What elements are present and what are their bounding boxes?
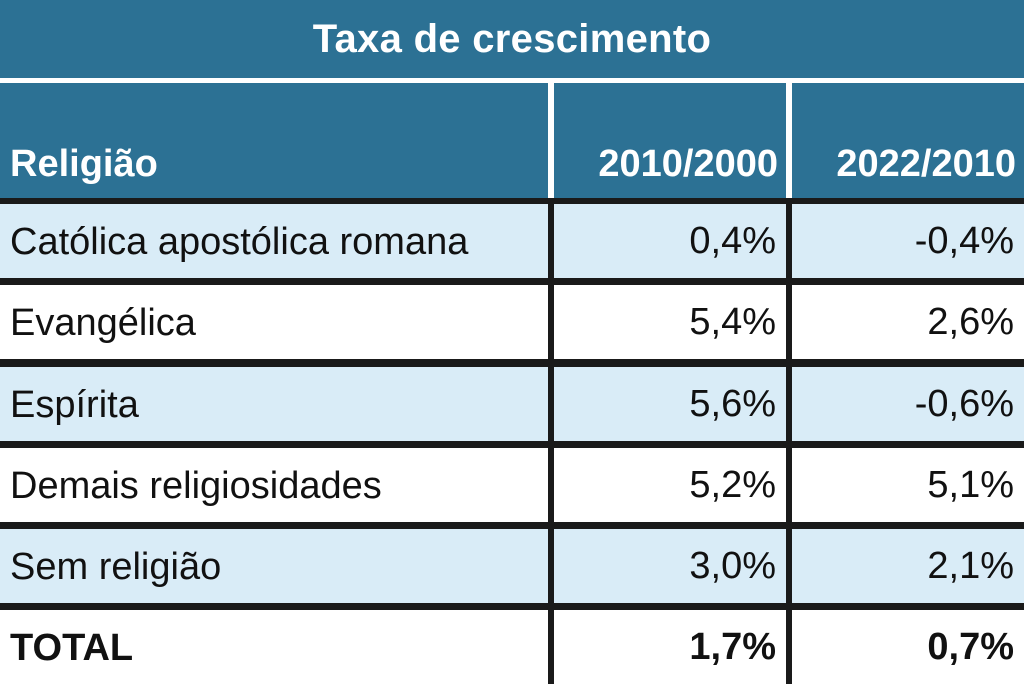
row-value: 5,4% (554, 285, 786, 359)
row-label: Espírita (0, 367, 548, 441)
header-separator (548, 83, 554, 198)
row-value: 3,0% (554, 529, 786, 603)
row-label: Católica apostólica romana (0, 204, 548, 278)
row-value: 2,1% (792, 529, 1024, 603)
total-value: 0,7% (792, 610, 1024, 684)
row-label: Evangélica (0, 285, 548, 359)
table-title: Taxa de crescimento (0, 0, 1024, 78)
row-value: 2,6% (792, 285, 1024, 359)
column-header-2010-2000: 2010/2000 (554, 83, 786, 198)
total-value: 1,7% (554, 610, 786, 684)
column-header-religion: Religião (0, 83, 548, 198)
header-separator (786, 83, 792, 198)
column-header-2022-2010: 2022/2010 (792, 83, 1024, 198)
row-value: 0,4% (554, 204, 786, 278)
title-separator (0, 78, 1024, 83)
row-value: -0,6% (792, 367, 1024, 441)
row-value: -0,4% (792, 204, 1024, 278)
row-value: 5,1% (792, 448, 1024, 522)
row-label: Demais religiosidades (0, 448, 548, 522)
total-label: TOTAL (0, 610, 548, 684)
row-value: 5,6% (554, 367, 786, 441)
row-label: Sem religião (0, 529, 548, 603)
row-value: 5,2% (554, 448, 786, 522)
